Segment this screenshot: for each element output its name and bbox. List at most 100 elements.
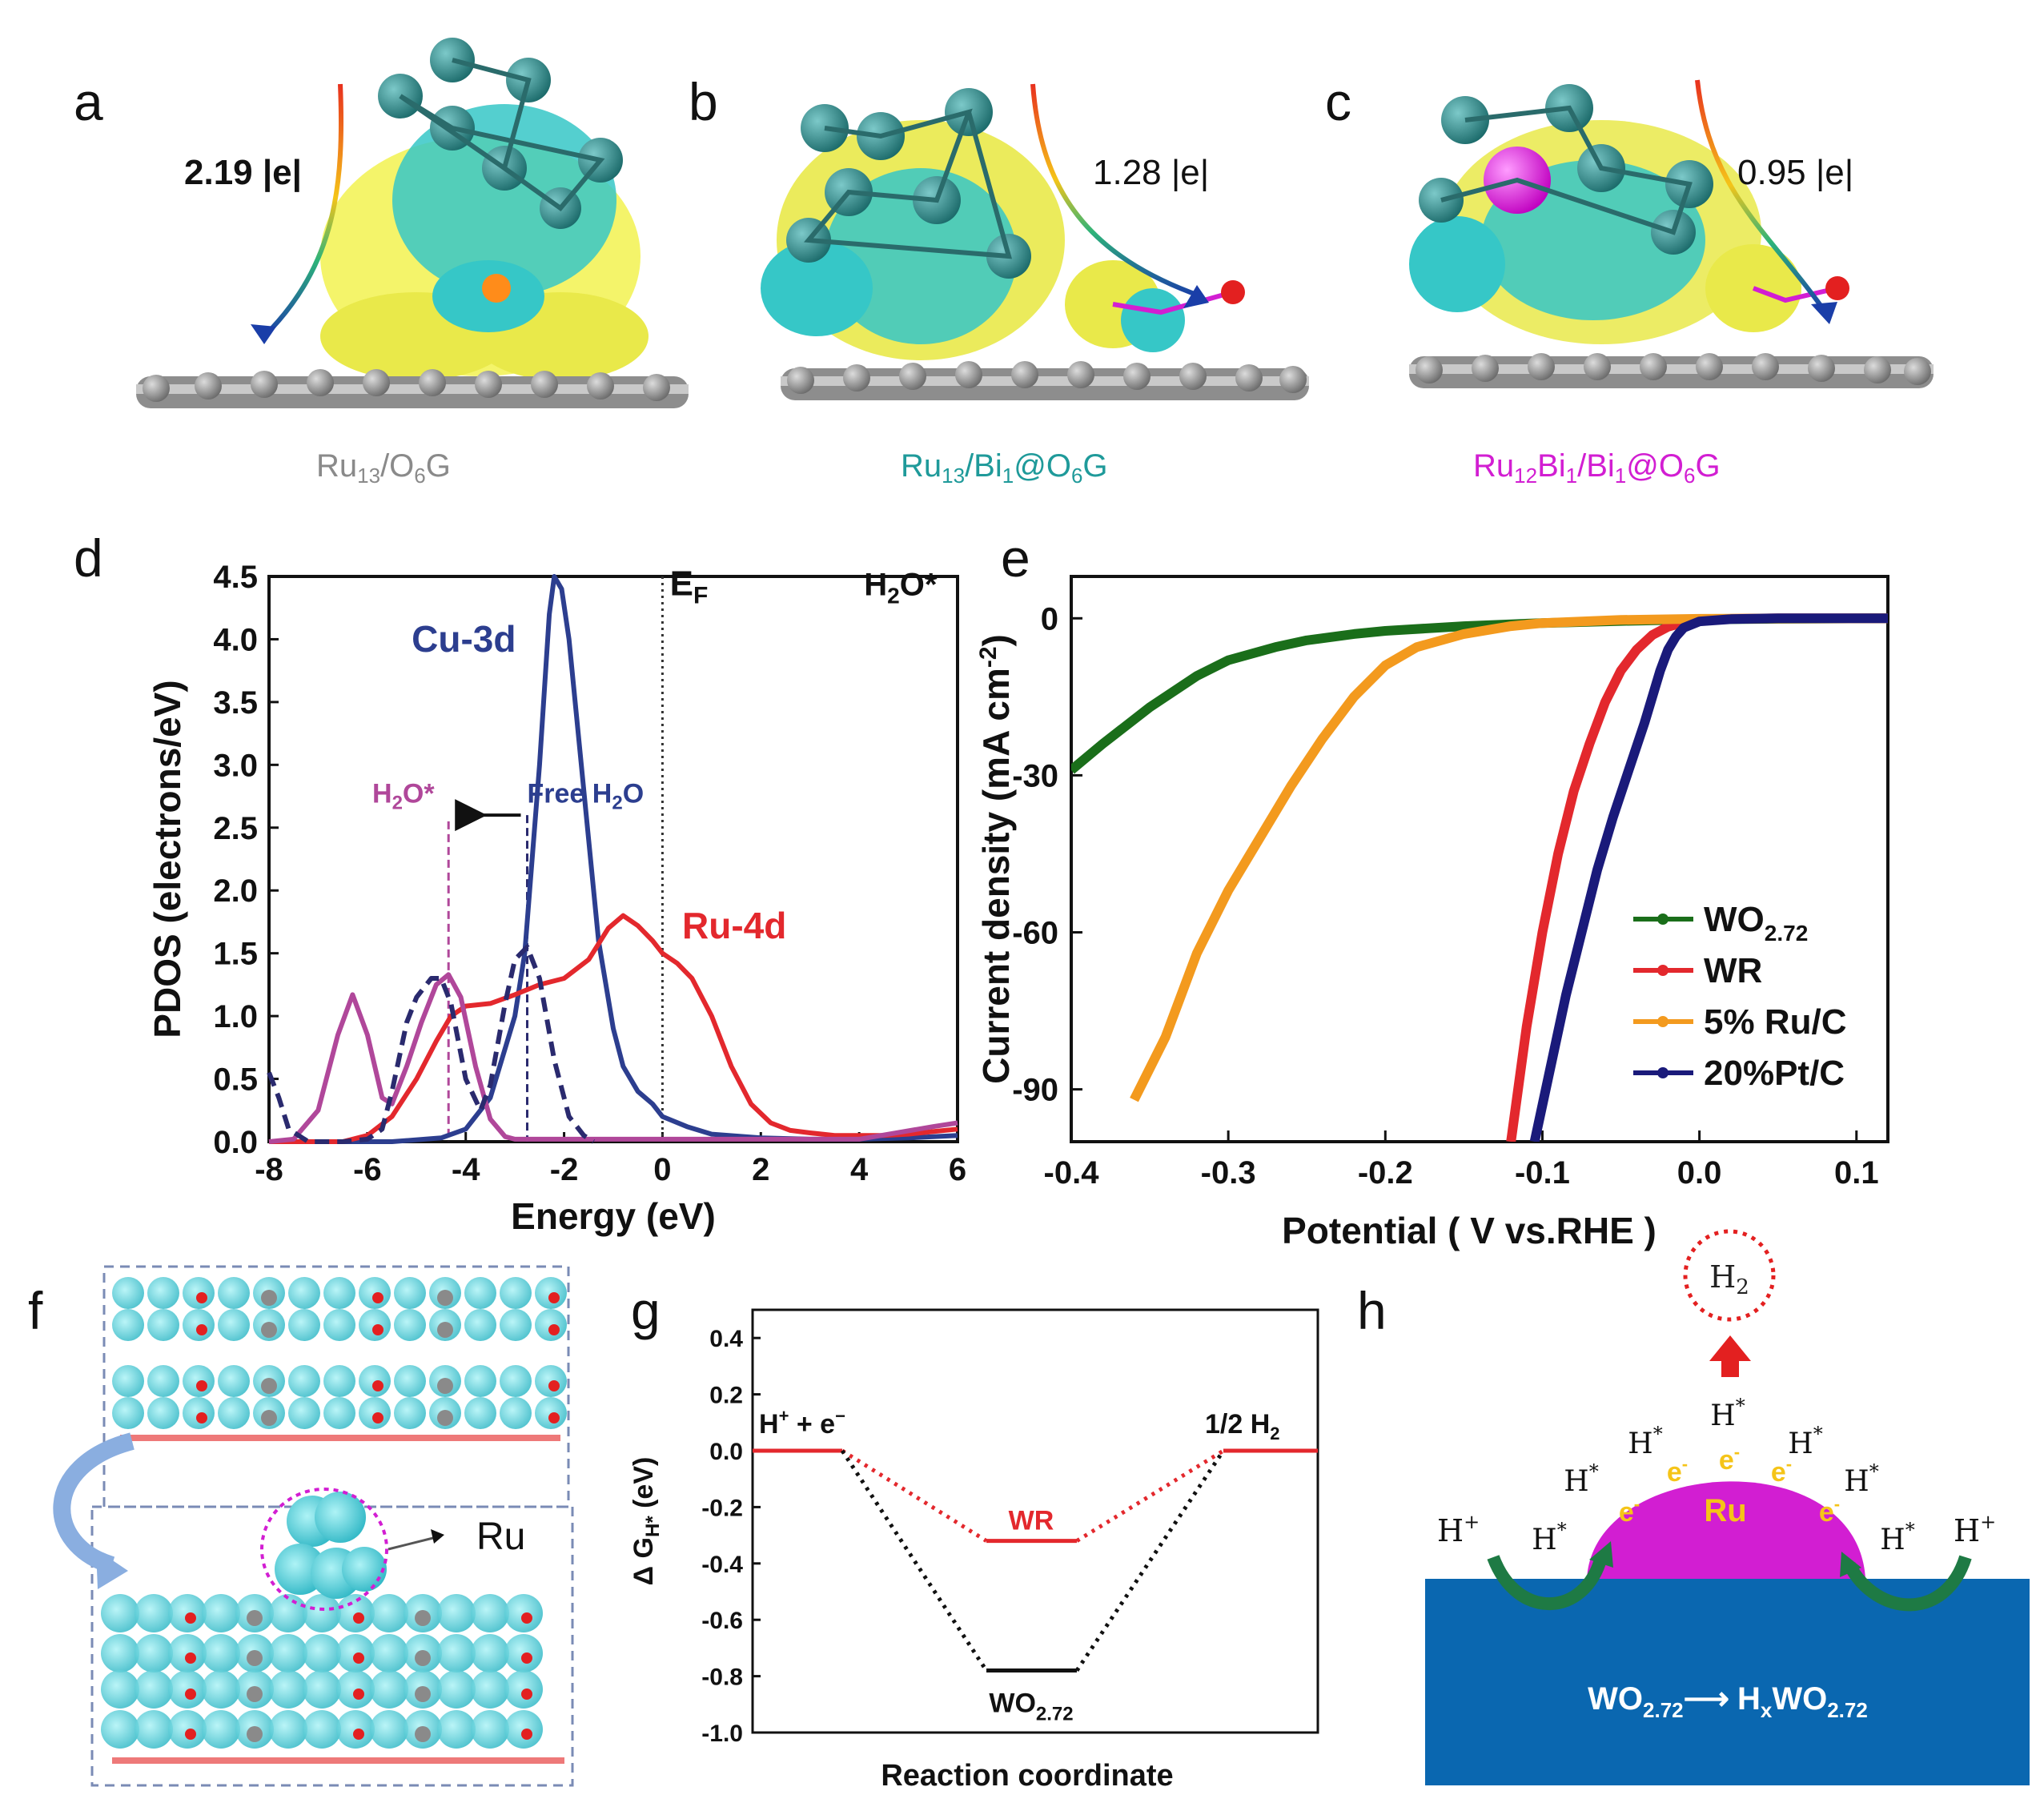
electron-label: e-: [1819, 1494, 1840, 1528]
tungsten-atom: [415, 1686, 431, 1702]
oxygen-atom: [548, 1412, 560, 1424]
electron-label: e-: [1719, 1442, 1740, 1476]
oxygen-atom: [372, 1324, 384, 1335]
slab-atom: [464, 1397, 496, 1429]
tungsten-atom: [415, 1650, 431, 1666]
charge-transfer-arrowhead-c: [1811, 302, 1837, 324]
state-label-start: H+ + e−: [759, 1406, 845, 1440]
wo-substrate: [1425, 1579, 2030, 1785]
tungsten-atom: [415, 1610, 431, 1626]
charge-density-structure-a: [136, 38, 689, 408]
panel-label-c: c: [1325, 72, 1351, 131]
slab-atom: [202, 1594, 240, 1632]
y-tick-label-e: -30: [1012, 758, 1058, 793]
slab-atom: [168, 1710, 207, 1749]
h2-bubble: [1683, 1229, 1776, 1322]
lsv-series-3: [1529, 613, 1888, 1142]
y-tick-label-d: 2.0: [213, 873, 258, 909]
slab-atom: [135, 1594, 173, 1632]
slab-atom: [471, 1594, 509, 1632]
plot-frame-e: [1070, 575, 1889, 1143]
slab-atom: [183, 1397, 215, 1429]
y-tick-label-g: 0.0: [709, 1439, 743, 1465]
slab-atom: [269, 1710, 307, 1749]
slab-edge-bottom: [112, 1757, 564, 1764]
slab-atom: [336, 1594, 375, 1632]
slab-atom: [359, 1397, 391, 1429]
reaction-text: WO2.72⟶ HxWO2.72: [1588, 1681, 1868, 1722]
tungsten-atom: [437, 1290, 453, 1306]
slab-atom: [147, 1397, 179, 1429]
charge-value-c: 0.95 |e|: [1737, 153, 1853, 192]
x-tick-label-e: -0.1: [1515, 1155, 1570, 1191]
slab-atom: [269, 1634, 307, 1672]
slab-atom: [101, 1594, 139, 1632]
slab-atom: [471, 1670, 509, 1709]
oxygen-atom: [353, 1612, 364, 1624]
oxygen-atom: [185, 1689, 196, 1700]
electron-label: e-: [1771, 1454, 1792, 1488]
slab-atom: [464, 1309, 496, 1341]
slab-atom: [202, 1634, 240, 1672]
charge-transfer-arrowhead-b: [1183, 285, 1209, 308]
h2-text: H2: [1709, 1259, 1749, 1299]
slab-atom: [500, 1277, 532, 1309]
adsorbed-h-label: H*: [1844, 1460, 1878, 1498]
slab-atom: [370, 1634, 408, 1672]
slab-atom: [135, 1710, 173, 1749]
y-tick-label-d: 4.0: [213, 622, 258, 657]
level-label-0: WR: [1009, 1506, 1054, 1536]
y-tick-label-d: 0.0: [213, 1125, 258, 1160]
panel-f: f Ru: [28, 1265, 574, 1787]
label-h2o-top: H2O*: [864, 568, 938, 608]
energy-connector-0-1: [1075, 1448, 1225, 1543]
slab-atom: [359, 1277, 391, 1309]
slab-atom: [394, 1277, 426, 1309]
x-tick-label-e: 0.0: [1677, 1155, 1722, 1191]
charge-value-b: 1.28 |e|: [1093, 153, 1209, 192]
slab-atom: [101, 1670, 139, 1709]
oxygen-atom: [196, 1324, 207, 1335]
charge-transfer-arrow-b: [1030, 83, 1203, 299]
panel-label-b: b: [689, 72, 718, 131]
y-tick-label-d: 3.5: [213, 685, 258, 721]
lsv-series-2: [1130, 613, 1888, 1102]
x-tick-label-d: -4: [452, 1152, 480, 1187]
h-plus-right: H+: [1954, 1511, 1996, 1548]
slab-atom: [464, 1365, 496, 1397]
tungsten-atom: [437, 1410, 453, 1426]
h2-arrow-head: [1709, 1335, 1751, 1361]
slab-atom: [288, 1309, 320, 1341]
tungsten-atom: [415, 1726, 431, 1742]
legend-marker-3: [1657, 1067, 1669, 1078]
energy-connector-0-0: [841, 1448, 988, 1543]
y-tick-label-g: -0.6: [701, 1608, 743, 1634]
pdos-series-1: [269, 913, 958, 1144]
panel-a: a 2.19 |e| Ru13/O6G: [74, 38, 689, 488]
energy-connector-1-1: [1074, 1449, 1226, 1672]
y-axis-label-d: PDOS (electrons/eV): [147, 680, 188, 1038]
structure-caption-a: Ru13/O6G: [316, 448, 451, 488]
legend-label-2: 5% Ru/C: [1704, 1002, 1846, 1042]
slab-atom: [168, 1634, 207, 1672]
x-axis-label-e: Potential ( V vs.RHE ): [1282, 1210, 1656, 1251]
ru-label: Ru: [476, 1516, 525, 1558]
slab-atom: [288, 1365, 320, 1397]
slab-atom: [535, 1309, 567, 1341]
transition-arrow: [53, 1432, 135, 1574]
oxygen-atom: [353, 1652, 364, 1664]
y-tick-label-d: 2.5: [213, 811, 258, 846]
x-tick-label-d: 2: [752, 1152, 769, 1187]
legend-marker-0: [1657, 914, 1669, 925]
x-tick-label-e: -0.2: [1358, 1155, 1413, 1191]
y-tick-label-g: -1.0: [701, 1721, 743, 1747]
tungsten-atom: [437, 1322, 453, 1338]
slab-atom: [112, 1277, 144, 1309]
adsorbed-h-label: H*: [1788, 1423, 1822, 1460]
slab-atom: [535, 1277, 567, 1309]
slab-atom: [183, 1309, 215, 1341]
panel-h: h H2 Ru e-e-e-e-e- H*H*H*H*H*H* H* H+ H+ …: [1357, 1229, 2030, 1785]
label-ef: EF: [670, 564, 709, 609]
panel-c: c 0.95 |e| Ru12Bi1/: [1325, 72, 1934, 488]
